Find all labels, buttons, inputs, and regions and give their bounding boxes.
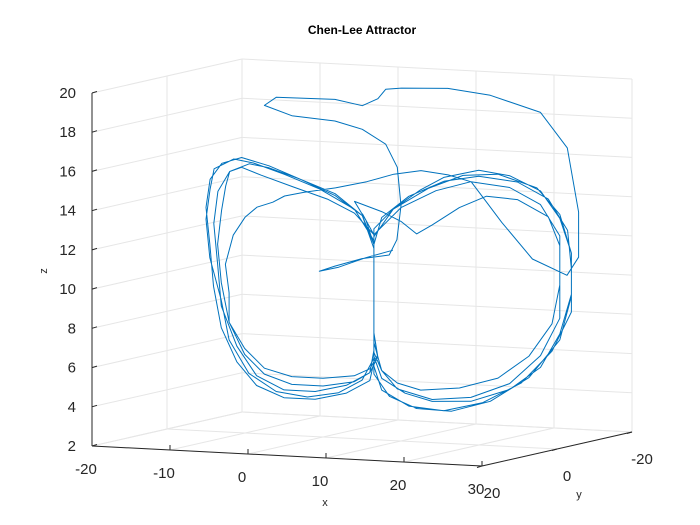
z-tick-mark [91,404,98,408]
z-tick-mark [91,169,98,172]
z-tick-label: 4 [68,399,76,416]
z-tick-label: 18 [59,124,76,141]
y-axis-label: y [576,489,582,501]
x-tick-label: 10 [312,473,329,490]
grid-line [241,97,633,119]
x-tick-label: 30 [468,481,485,498]
z-tick-mark [91,130,98,133]
z-tick-label: 12 [59,242,76,259]
x-tick-label: -20 [75,461,97,478]
z-tick-label: 8 [68,320,76,337]
y-tick-label: -20 [631,451,653,468]
x-tick-label: 20 [390,477,407,494]
plot-back-panels [92,40,632,466]
z-tick-mark [91,287,98,290]
z-tick-mark [91,326,98,329]
y-tick-mark [476,465,483,468]
x-axis-label: x [322,497,328,509]
y-tick-label: 0 [563,468,571,485]
grid-line [241,411,633,433]
z-tick-label: 20 [59,85,76,102]
grid-line [241,372,633,394]
y-tick-label: 20 [484,485,501,502]
grid-line [241,136,633,158]
z-tick-mark [91,208,98,212]
chart-title: Chen-Lee Attractor [308,23,417,37]
z-tick-label: 16 [59,163,76,180]
series-line-0 [205,87,580,412]
grid-line [241,58,633,80]
z-tick-label: 10 [59,281,76,298]
z-tick-label: 6 [68,360,76,377]
grid-line [166,428,558,450]
grid-line [241,254,633,276]
grid-line [241,333,633,355]
z-tick-mark [91,444,98,447]
z-tick-mark [91,247,98,251]
attractor-curve [205,87,580,412]
z-tick-label: 14 [59,203,76,220]
z-axis-label: z [38,268,50,274]
z-tick-label: 2 [68,438,76,455]
grid-line [241,215,633,237]
x-axis-line [91,445,483,467]
y-tick-mark [551,448,558,451]
grid-line [241,176,633,198]
x-tick-label: -10 [153,465,175,482]
z-tick-mark [91,91,98,94]
y-tick-mark [626,431,633,434]
axis-lines [91,91,633,468]
z-tick-mark [91,365,98,369]
x-tick-label: 0 [238,469,246,486]
